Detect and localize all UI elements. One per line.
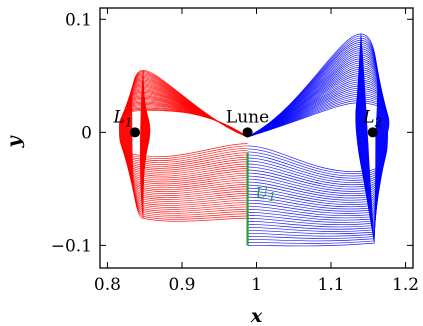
libration-points: L1 Lune L2 xyxy=(113,107,382,138)
point-marker xyxy=(242,127,253,138)
y-tick-label: 0.1 xyxy=(65,10,92,30)
x-axis-ticks: 0.8 0.9 1 1.1 1.2 xyxy=(94,8,419,295)
point-label: L2 xyxy=(362,107,382,129)
y-tick-label: 0 xyxy=(81,123,92,143)
y-tick-label: −0.1 xyxy=(51,236,92,256)
x-tick-label: 1 xyxy=(251,275,262,295)
y-axis-ticks: −0.1 0 0.1 xyxy=(51,10,413,256)
x-axis-label: x xyxy=(250,305,263,326)
section-label: U1 xyxy=(256,184,276,204)
x-tick-label: 1.1 xyxy=(318,275,345,295)
y-axis-label: y xyxy=(3,135,25,149)
series-red-orbit-family xyxy=(118,69,248,222)
x-tick-label: 0.9 xyxy=(168,275,195,295)
point-marker xyxy=(367,127,378,138)
point-label: L1 xyxy=(113,107,133,129)
x-tick-label: 1.2 xyxy=(392,275,419,295)
section-u1: U1 xyxy=(246,152,276,246)
point-marker xyxy=(130,127,141,138)
x-tick-label: 0.8 xyxy=(94,275,121,295)
point-label: Lune xyxy=(226,107,269,127)
series-blue-orbit-family xyxy=(247,33,390,247)
orbit-curve xyxy=(130,72,248,218)
